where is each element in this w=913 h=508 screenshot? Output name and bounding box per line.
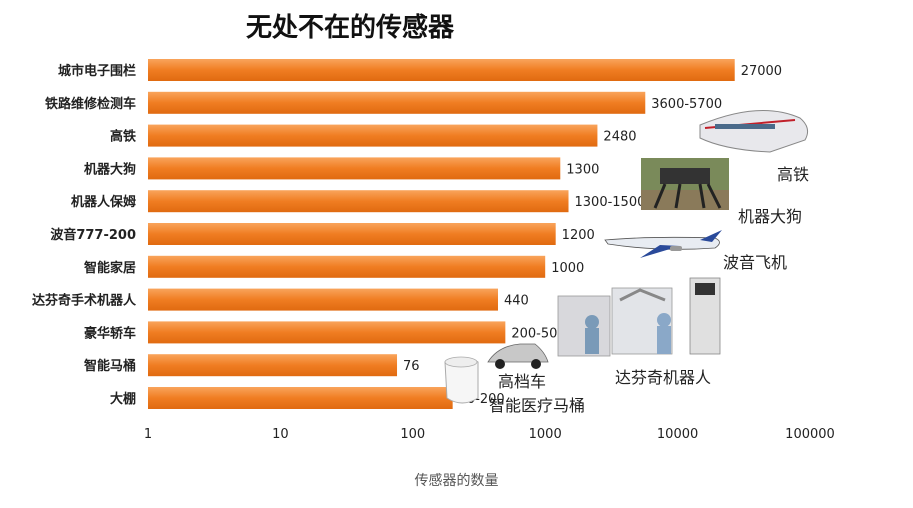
value-label-4: 1300-1500 xyxy=(575,195,646,210)
value-label-3: 1300 xyxy=(566,162,599,177)
value-label-0: 27000 xyxy=(741,64,782,79)
category-label-10: 大棚 xyxy=(110,391,136,407)
train-picture: 高铁 xyxy=(699,110,809,184)
chart: 无处不在的传感器 城市电子围栏 27000 铁路维修检测车 3600-5700 高铁 24… xyxy=(32,12,835,442)
bar-2 xyxy=(148,124,598,147)
car-picture: 高档车 xyxy=(487,343,549,391)
bars-layer: 城市电子围栏 27000 铁路维修检测车 3600-5700 高铁 2480 机器大狗 130… xyxy=(32,59,782,409)
category-label-5: 波音777-200 xyxy=(50,227,136,243)
bar-0 xyxy=(148,59,735,81)
category-label-3: 机器大狗 xyxy=(84,161,136,177)
bar-1 xyxy=(148,91,646,114)
bar-5 xyxy=(148,223,556,245)
category-label-4: 机器人保姆 xyxy=(71,194,136,210)
category-label-6: 智能家居 xyxy=(84,260,136,276)
bar-9 xyxy=(148,354,398,377)
x-tick-0: 1 xyxy=(144,427,152,442)
value-label-8: 200-500 xyxy=(511,326,565,341)
x-tick-5: 100000 xyxy=(785,427,835,442)
bar-4 xyxy=(148,190,569,213)
chart-title: 无处不在的传感器 xyxy=(246,12,455,43)
plane-picture: 波音飞机 xyxy=(604,230,787,272)
chart-svg: 无处不在的传感器 城市电子围栏 27000 铁路维修检测车 3600-5700 高铁 24… xyxy=(32,12,835,442)
category-label-7: 达芬奇手术机器人 xyxy=(32,293,137,309)
train-label: 高铁 xyxy=(777,165,809,184)
category-label-1: 铁路维修检测车 xyxy=(44,96,136,112)
bar-8 xyxy=(148,321,506,344)
x-tick-2: 100 xyxy=(400,427,425,442)
value-label-2: 2480 xyxy=(603,130,636,145)
bar-6 xyxy=(148,255,546,278)
car-label: 高档车 xyxy=(498,372,546,391)
surgical-robot-label: 达芬奇机器人 xyxy=(615,368,711,387)
x-tick-1: 10 xyxy=(272,427,289,442)
bar-7 xyxy=(148,288,498,311)
category-label-9: 智能马桶 xyxy=(84,358,136,374)
x-tick-3: 1000 xyxy=(529,427,562,442)
bar-3 xyxy=(148,157,561,180)
plane-label: 波音飞机 xyxy=(723,253,787,272)
category-label-8: 豪华轿车 xyxy=(84,325,136,341)
value-label-7: 440 xyxy=(504,294,529,309)
robot-dog-label: 机器大狗 xyxy=(738,207,802,226)
figure-caption: 传感器的数量 xyxy=(414,473,499,489)
value-label-5: 1200 xyxy=(562,228,595,243)
category-label-0: 城市电子围栏 xyxy=(58,63,136,79)
robot-dog-picture: 机器大狗 xyxy=(641,158,802,226)
x-tick-4: 10000 xyxy=(657,427,698,442)
surgical-robot-picture: 达芬奇机器人 xyxy=(557,277,721,387)
bar-10 xyxy=(148,387,453,409)
value-label-6: 1000 xyxy=(551,261,584,276)
value-label-9: 76 xyxy=(403,359,420,374)
value-label-1: 3600-5700 xyxy=(651,97,722,112)
toilet-picture: 智能医疗马桶 xyxy=(444,356,585,415)
x-axis-ticks: 1 10 100 1000 10000 100000 xyxy=(144,427,835,442)
category-label-2: 高铁 xyxy=(110,129,136,145)
toilet-label: 智能医疗马桶 xyxy=(489,396,585,415)
